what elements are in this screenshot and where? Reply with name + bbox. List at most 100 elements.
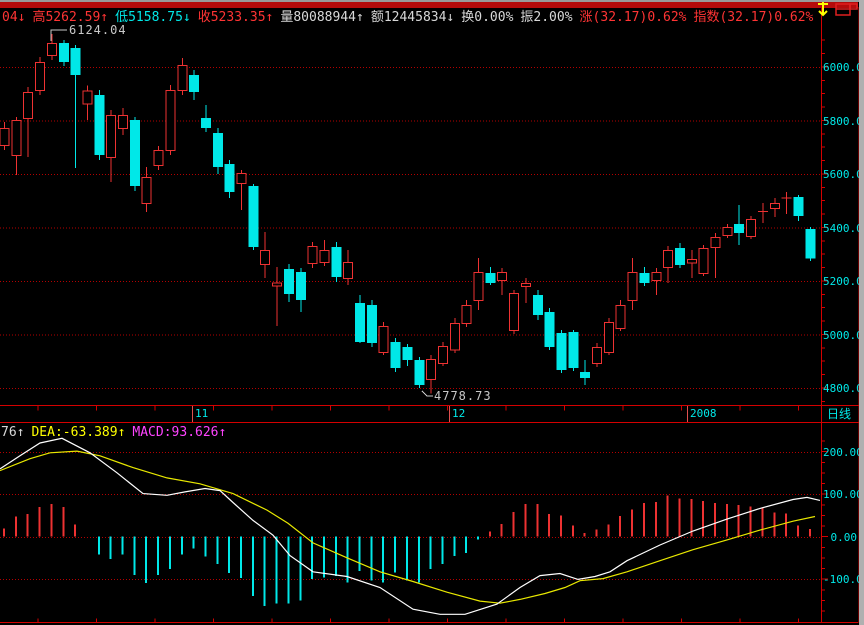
- macd-histogram-bar: [180, 536, 183, 555]
- candle-body-up: [11, 119, 22, 157]
- macd-histogram-bar: [322, 536, 325, 578]
- macd-histogram-bar: [559, 515, 562, 537]
- macd-histogram-bar: [785, 513, 788, 537]
- candle-body-down: [283, 268, 294, 295]
- candle-body-down: [544, 312, 555, 348]
- candle-body-up: [592, 347, 602, 365]
- candle-body-up: [378, 325, 389, 353]
- macd-histogram-bar: [299, 536, 302, 601]
- macd-histogram-bar: [595, 529, 598, 537]
- macd-histogram-bar: [725, 503, 728, 537]
- candle-body-up: [141, 176, 152, 204]
- candle-body-down: [200, 117, 211, 128]
- candle-body-up: [437, 346, 448, 365]
- candle-body-down: [805, 229, 816, 259]
- candle-body-down: [532, 294, 543, 315]
- indicator-value: MACD:93.626↑: [132, 425, 227, 440]
- candle-body-up: [153, 149, 164, 166]
- candle-body-down: [402, 347, 413, 360]
- macd-histogram-bar: [382, 536, 385, 583]
- macd-histogram-bar: [334, 536, 337, 577]
- macd-histogram-bar: [761, 508, 764, 537]
- period-selector-label[interactable]: 日线: [827, 407, 852, 421]
- macd-histogram-bar: [3, 528, 5, 537]
- dif-line: [0, 437, 821, 615]
- peak-price-annotation: 6124.04: [69, 23, 127, 37]
- macd-histogram-bar: [358, 536, 361, 571]
- candle-body-down: [366, 305, 377, 344]
- macd-histogram-bar: [109, 536, 112, 560]
- macd-histogram-bar: [619, 516, 622, 537]
- candle-body-up: [35, 61, 46, 92]
- quote-field: 换0.00%: [461, 10, 514, 25]
- candle-body-up: [260, 249, 271, 265]
- macd-histogram-bar: [536, 503, 539, 537]
- macd-histogram-bar: [737, 505, 740, 537]
- macd-histogram-bar: [512, 511, 515, 537]
- candle-body-up: [449, 322, 460, 351]
- macd-histogram-bar: [168, 536, 171, 570]
- candle-body-up: [627, 271, 638, 301]
- candle-body-down: [129, 119, 140, 187]
- window-top-edge: [0, 0, 864, 2]
- candle-body-down: [212, 133, 223, 168]
- candle-body-up: [520, 282, 531, 288]
- time-axis-label: 12: [452, 407, 466, 420]
- macd-histogram-bar: [192, 536, 195, 549]
- candle-body-up: [272, 282, 283, 287]
- macd-histogram-bar: [97, 536, 100, 555]
- price-axis-label: 5000.0: [823, 328, 863, 342]
- macd-histogram-bar: [524, 503, 527, 537]
- price-axis-label: 5200.0: [823, 275, 863, 288]
- macd-histogram-bar: [133, 536, 136, 576]
- macd-histogram-bar: [773, 512, 776, 537]
- macd-histogram-bar: [228, 536, 231, 574]
- low-price-annotation: 4778.73: [434, 389, 492, 403]
- macd-histogram-bar: [441, 536, 444, 565]
- candle-body-down: [248, 186, 259, 248]
- candle-body-down: [568, 332, 579, 368]
- price-axis-label: 6000.0: [823, 61, 863, 74]
- title-band: [0, 2, 858, 8]
- candle-body-up: [497, 271, 508, 281]
- split-screen-icon[interactable]: [835, 3, 858, 16]
- macd-axis-label: 200.00: [823, 445, 863, 459]
- candle-body-up: [473, 271, 484, 301]
- macd-histogram-bar: [50, 503, 53, 537]
- macd-histogram-bar: [14, 516, 17, 537]
- macd-histogram-bar: [607, 524, 610, 537]
- macd-histogram-bar: [405, 536, 408, 581]
- macd-histogram-bar: [571, 525, 574, 537]
- macd-histogram-bar: [453, 536, 456, 557]
- candle-body-down: [295, 271, 306, 300]
- macd-histogram-bar: [477, 536, 479, 540]
- macd-histogram-bar: [690, 499, 693, 537]
- time-axis-label: 11: [195, 407, 209, 420]
- macd-indicator-header: 76↑ DEA:-63.389↑ MACD:93.626↑: [1, 425, 233, 440]
- window-right-edge[interactable]: [859, 0, 864, 625]
- candle-body-down: [331, 247, 342, 277]
- macd-histogram-bar: [394, 536, 397, 573]
- macd-histogram-bar: [240, 536, 242, 579]
- macd-histogram-bar: [417, 536, 420, 583]
- titlebar-icons: [815, 0, 859, 18]
- macd-histogram-bar: [263, 536, 266, 606]
- macd-histogram-bar: [702, 500, 705, 537]
- quote-field: 振2.00%: [520, 10, 573, 25]
- macd-histogram-bar: [38, 506, 41, 537]
- candle-body-up: [106, 114, 117, 158]
- macd-histogram-bar: [287, 536, 290, 604]
- candle-body-down: [70, 48, 81, 76]
- candle-body-up: [82, 90, 93, 105]
- macd-histogram-bar: [488, 531, 491, 537]
- macd-histogram-bar: [749, 506, 752, 537]
- macd-histogram-bar: [157, 536, 160, 576]
- macd-histogram-bar: [62, 506, 65, 537]
- macd-histogram-bar: [346, 536, 349, 583]
- quote-field: 涨(32.17)0.62%: [579, 10, 687, 25]
- anchor-icon[interactable]: [818, 2, 828, 17]
- quote-field: 指数(32.17)0.62%: [693, 10, 814, 25]
- macd-histogram-bar: [808, 528, 811, 537]
- macd-histogram-bar: [26, 513, 29, 537]
